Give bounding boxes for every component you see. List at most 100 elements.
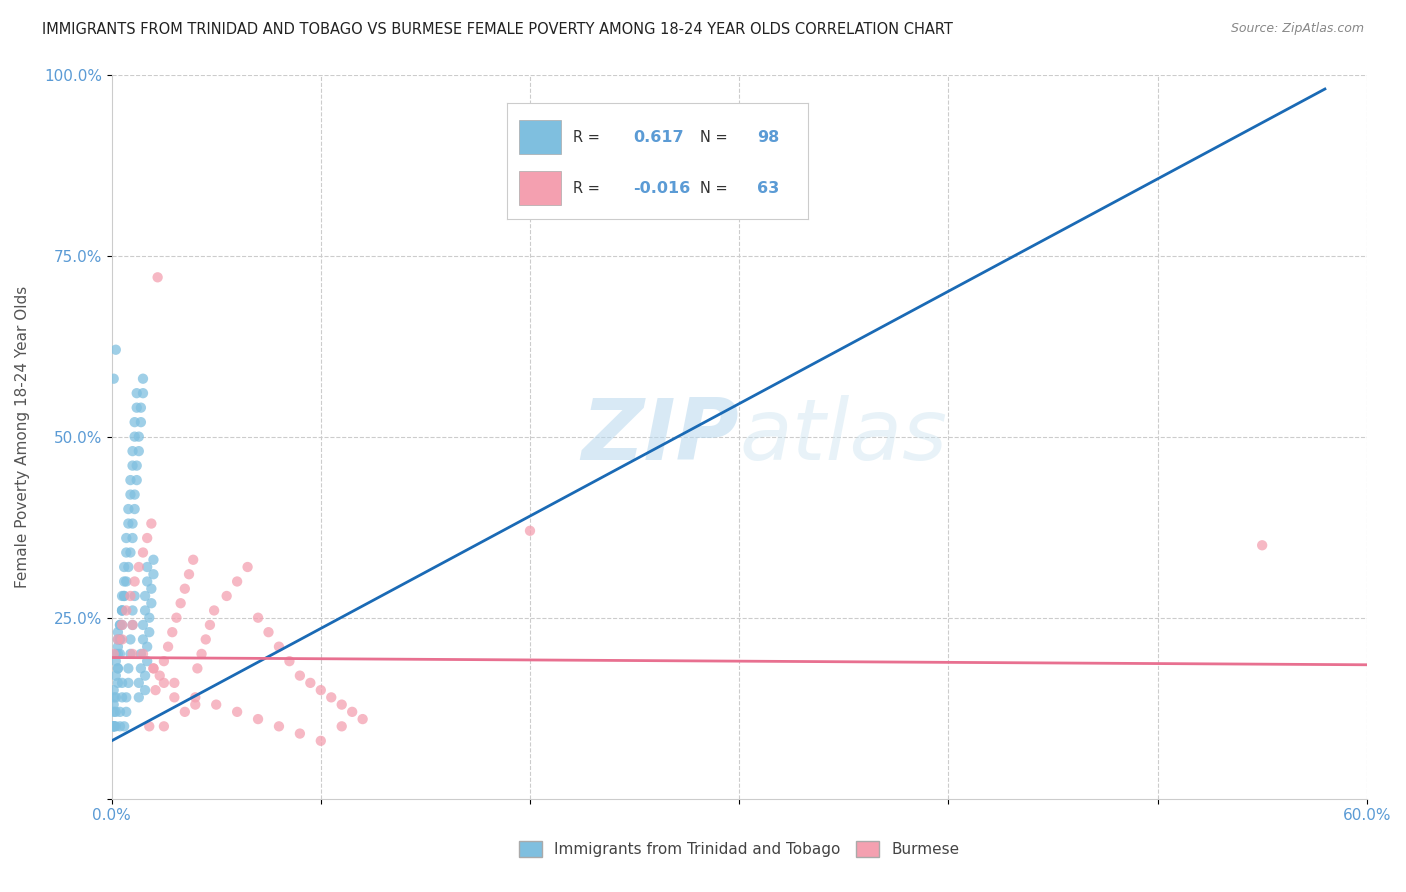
Point (184, 690, 207, 705)
Point (309, 683, 332, 698)
Point (267, 719, 290, 733)
Point (181, 553, 204, 567)
Point (104, 668, 127, 682)
Point (120, 487, 142, 501)
Text: Source: ZipAtlas.com: Source: ZipAtlas.com (1230, 22, 1364, 36)
Point (173, 582, 195, 596)
Point (132, 386, 155, 401)
Point (108, 618, 131, 632)
Point (136, 531, 159, 545)
Text: atlas: atlas (740, 395, 948, 478)
Point (132, 372, 155, 386)
Point (125, 386, 148, 401)
Point (198, 618, 221, 632)
Point (257, 625, 280, 640)
Point (141, 516, 163, 531)
Point (111, 690, 134, 705)
Point (321, 690, 343, 705)
Point (121, 603, 143, 617)
Point (117, 676, 139, 690)
Point (205, 698, 228, 712)
Point (163, 676, 186, 690)
Point (132, 647, 155, 661)
Point (142, 567, 165, 582)
Point (128, 690, 150, 705)
Legend: Immigrants from Trinidad and Tobago, Burmese: Immigrants from Trinidad and Tobago, Bur… (513, 835, 966, 863)
Point (108, 705, 131, 719)
Point (111, 618, 134, 632)
Point (136, 640, 159, 654)
Point (117, 661, 139, 675)
Point (121, 458, 143, 473)
Text: ZIP: ZIP (582, 395, 740, 478)
Point (278, 654, 301, 668)
Point (169, 596, 191, 610)
Point (121, 647, 143, 661)
Point (111, 676, 134, 690)
Point (330, 719, 353, 733)
Point (134, 603, 156, 617)
Point (136, 654, 159, 668)
Point (136, 574, 159, 589)
Point (142, 661, 165, 675)
Point (124, 502, 146, 516)
Point (202, 603, 225, 617)
Point (121, 618, 143, 632)
Point (117, 560, 139, 574)
Point (115, 690, 138, 705)
Point (124, 430, 146, 444)
Point (115, 531, 138, 545)
Point (115, 545, 138, 559)
Point (107, 647, 129, 661)
Point (121, 618, 143, 632)
Point (120, 545, 142, 559)
Point (124, 574, 146, 589)
Point (108, 647, 131, 661)
Point (173, 705, 195, 719)
Point (112, 719, 135, 733)
Point (103, 647, 125, 661)
Point (299, 676, 322, 690)
Point (111, 589, 134, 603)
Point (120, 632, 142, 647)
Point (103, 705, 125, 719)
Point (153, 719, 176, 733)
Point (247, 610, 270, 624)
Point (104, 343, 127, 357)
Point (108, 632, 131, 647)
Point (146, 270, 169, 285)
Point (103, 372, 125, 386)
Point (117, 502, 139, 516)
Point (288, 668, 311, 682)
Point (186, 661, 208, 675)
Point (121, 444, 143, 458)
Point (141, 582, 163, 596)
Point (132, 545, 155, 559)
Point (226, 705, 249, 719)
Point (112, 574, 135, 589)
Point (142, 553, 165, 567)
Point (134, 668, 156, 682)
Text: IMMIGRANTS FROM TRINIDAD AND TOBAGO VS BURMESE FEMALE POVERTY AMONG 18-24 YEAR O: IMMIGRANTS FROM TRINIDAD AND TOBAGO VS B… (42, 22, 953, 37)
Point (103, 690, 125, 705)
Point (115, 603, 138, 617)
Point (120, 589, 142, 603)
Point (104, 654, 127, 668)
Point (107, 661, 129, 675)
Point (190, 647, 212, 661)
Point (107, 661, 129, 675)
Point (166, 610, 188, 624)
Point (107, 676, 129, 690)
Point (103, 719, 125, 733)
Point (104, 719, 127, 733)
Point (149, 668, 172, 682)
Point (129, 661, 152, 675)
Point (103, 719, 125, 733)
Point (108, 719, 131, 733)
Point (352, 712, 374, 726)
Point (226, 574, 249, 589)
Point (124, 589, 146, 603)
Point (138, 625, 160, 640)
Point (138, 719, 160, 733)
Point (1251, 538, 1274, 552)
